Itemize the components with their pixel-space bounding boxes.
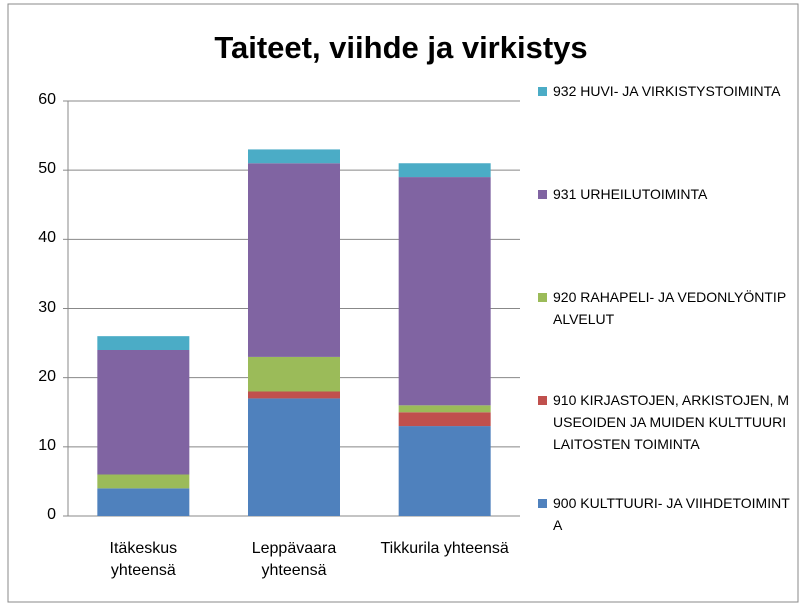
- bar-segment: [248, 391, 340, 399]
- frame: [7, 3, 799, 603]
- legend-swatch: [538, 293, 547, 302]
- legend-label: 931 URHEILUTOIMINTA: [553, 186, 708, 202]
- chart-title: Taiteet, viihde ja virkistys: [214, 30, 588, 65]
- legend-label: 932 HUVI- JA VIRKISTYSTOIMINTA: [553, 83, 781, 99]
- bar-segment: [97, 336, 190, 350]
- y-tick-label: 50: [38, 160, 56, 178]
- bar-segment: [398, 405, 491, 413]
- bar-segment: [248, 163, 340, 357]
- bar-segment: [248, 356, 340, 392]
- legend-label: 920 RAHAPELI- JA VEDONLYÖNTIPALVELUT: [553, 289, 787, 327]
- legend-swatch: [538, 190, 547, 199]
- bar-segment: [398, 163, 491, 178]
- x-tick-label: Tikkurila yhteensä: [380, 540, 509, 557]
- bar-segment: [97, 488, 190, 516]
- bar-segment: [398, 412, 491, 427]
- legend-label: 910 KIRJASTOJEN, ARKISTOJEN, MUSEOIDEN J…: [553, 392, 789, 452]
- bar-segment: [248, 149, 340, 164]
- bar-segment: [248, 398, 340, 516]
- bar-segment: [398, 426, 491, 516]
- legend-swatch: [538, 396, 547, 405]
- y-tick-label: 30: [38, 298, 56, 316]
- legend-swatch: [538, 87, 547, 96]
- legend-label: 900 KULTTUURI- JA VIIHDETOIMINTA: [553, 495, 790, 533]
- y-tick-label: 0: [47, 506, 56, 523]
- y-tick-label: 20: [38, 367, 56, 385]
- legend-swatch: [538, 499, 547, 508]
- bar-segment: [97, 474, 190, 489]
- x-tick-label: Itäkeskus yhteensä: [109, 540, 178, 579]
- y-tick-label: 40: [38, 229, 56, 247]
- x-tick-label: Leppävaara yhteensä: [251, 540, 337, 579]
- bar-segment: [97, 350, 190, 475]
- y-tick-label: 10: [38, 436, 56, 454]
- bar-segment: [398, 177, 491, 406]
- y-tick-label: 60: [38, 91, 56, 108]
